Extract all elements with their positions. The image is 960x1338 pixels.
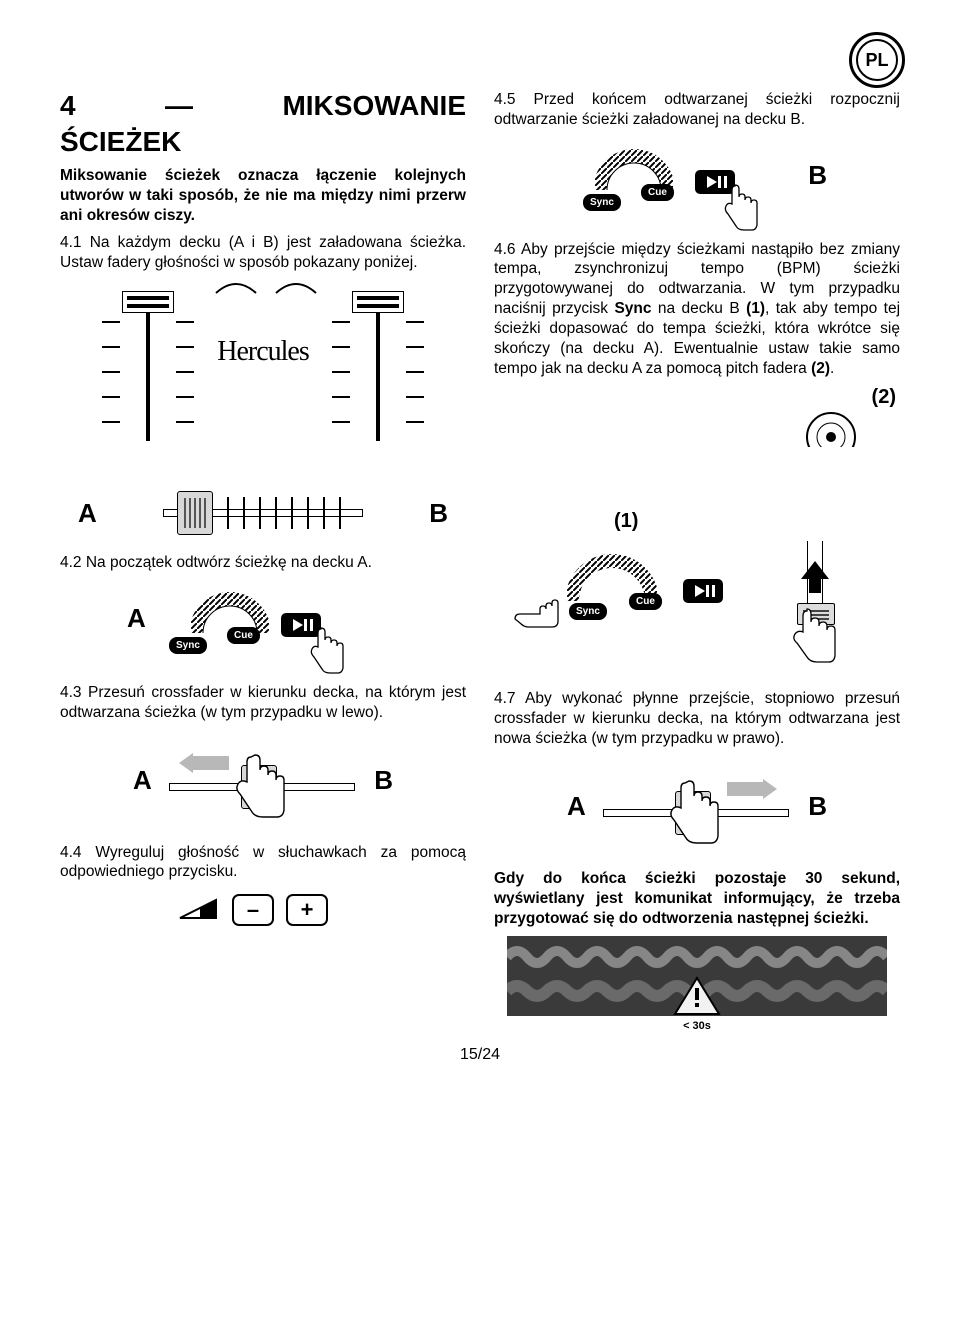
label-a-42: A	[127, 603, 146, 634]
label-1: (1)	[614, 510, 638, 533]
play-button[interactable]	[683, 579, 723, 603]
pitch-fader-figure	[760, 413, 900, 533]
volume-down-button[interactable]: –	[232, 894, 274, 926]
hand-grip-icon	[211, 749, 321, 839]
sync-button[interactable]: Sync	[583, 194, 621, 211]
warning-label: < 30s	[683, 1020, 711, 1032]
hand-icon	[715, 182, 759, 232]
crossfader[interactable]	[163, 493, 363, 533]
volume-wedge-icon	[178, 898, 218, 922]
label-b-43: B	[374, 765, 393, 796]
language-badge: PL	[849, 32, 905, 88]
figure-4-5: Sync Cue B	[494, 138, 900, 228]
language-label: PL	[856, 39, 898, 81]
section-subtitle: ŚCIEŻEK	[60, 126, 466, 158]
right-column: 4.5 Przed końcem odtwarzanej ścieżki roz…	[494, 90, 900, 1016]
hand-point-icon	[513, 593, 567, 637]
volume-up-button[interactable]: +	[286, 894, 328, 926]
label-b: B	[429, 498, 448, 529]
label-a: A	[78, 498, 97, 529]
cue-button[interactable]: Cue	[641, 184, 674, 201]
arrow-up-icon	[799, 561, 831, 593]
figure-4-6: Sync Cue	[494, 537, 900, 677]
sync-button[interactable]: Sync	[169, 637, 207, 654]
figure-4-4: – +	[60, 890, 466, 930]
section-title-text: MIKSOWANIE	[282, 90, 466, 122]
top-arc-icon	[206, 273, 326, 297]
figure-4-7: A B	[494, 757, 900, 857]
waveform-figure: < 30s	[507, 936, 887, 1016]
paragraph-4-6: 4.6 Aby przejście między ścieżkami nastą…	[494, 240, 900, 379]
section-header: 4 — MIKSOWANIE	[60, 90, 466, 122]
page-number: 15/24	[60, 1046, 900, 1064]
figure-4-6-labels: (1) (2)	[494, 386, 900, 533]
volume-fader-b[interactable]	[352, 291, 404, 441]
label-b-47: B	[808, 791, 827, 822]
note-paragraph: Gdy do końca ścieżki pozostaje 30 sekund…	[494, 869, 900, 928]
page-columns: 4 — MIKSOWANIE ŚCIEŻEK Miksowanie ścieże…	[60, 90, 900, 1016]
paragraph-4-4: 4.4 Wyreguluj głośność w słuchawkach za …	[60, 843, 466, 883]
label-a-47: A	[567, 791, 586, 822]
label-2: (2)	[872, 386, 896, 409]
paragraph-4-3: 4.3 Przesuń crossfader w kierunku decka,…	[60, 683, 466, 723]
cue-button[interactable]: Cue	[227, 627, 260, 644]
intro-paragraph: Miksowanie ścieżek oznacza łączenie kole…	[60, 166, 466, 225]
waveform-a-icon	[507, 942, 887, 972]
sync-button[interactable]: Sync	[569, 603, 607, 620]
paragraph-4-5: 4.5 Przed końcem odtwarzanej ścieżki roz…	[494, 90, 900, 130]
label-b-45: B	[808, 160, 827, 191]
hand-icon	[301, 625, 345, 675]
hercules-logo: Hercules	[217, 336, 309, 368]
figure-4-2: A Sync Cue	[60, 581, 466, 671]
crossfader-ab-row: A B	[60, 493, 466, 533]
label-a-43: A	[133, 765, 152, 796]
paragraph-4-7: 4.7 Aby wykonać płynne przejście, stopni…	[494, 689, 900, 748]
section-dash: —	[76, 90, 283, 122]
warning-icon	[673, 976, 721, 1018]
cue-button[interactable]: Cue	[629, 593, 662, 610]
hand-grip-icon	[775, 607, 875, 687]
volume-fader-a[interactable]	[122, 291, 174, 441]
hand-grip-icon	[645, 775, 755, 865]
paragraph-4-1: 4.1 Na każdym decku (A i B) jest załadow…	[60, 233, 466, 273]
figure-fader-board: Hercules	[60, 281, 466, 481]
small-jog-icon	[796, 407, 866, 447]
left-column: 4 — MIKSOWANIE ŚCIEŻEK Miksowanie ścieże…	[60, 90, 466, 1016]
figure-4-3: A B	[60, 731, 466, 831]
section-number: 4	[60, 90, 76, 122]
